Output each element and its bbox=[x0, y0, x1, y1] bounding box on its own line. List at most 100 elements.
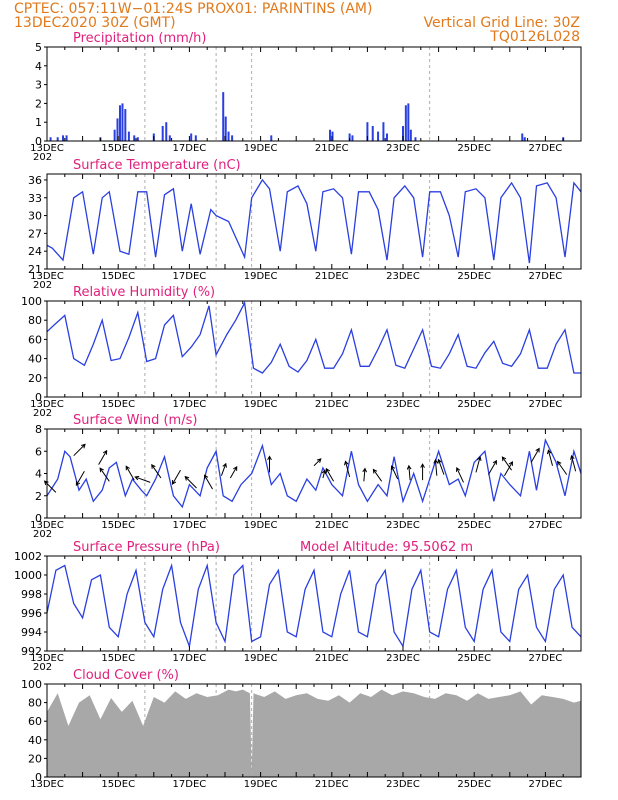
wind-arrow bbox=[125, 465, 135, 481]
x-tick-label: 21DEC bbox=[315, 399, 349, 410]
x-tick-label: 19DEC bbox=[244, 653, 278, 664]
x-tick-label: 15DEC bbox=[101, 271, 135, 282]
precip-bar bbox=[165, 122, 168, 141]
precip-bar bbox=[348, 133, 351, 141]
wind-arrow bbox=[437, 458, 445, 475]
wind-arrow bbox=[344, 460, 351, 477]
series-line bbox=[46, 178, 582, 264]
x-tick-label: 25DEC bbox=[457, 143, 491, 154]
year-label-fragment: 202 bbox=[33, 152, 52, 163]
x-tick-label: 13DEC bbox=[30, 653, 64, 664]
y-tick-label: 0 bbox=[35, 771, 42, 784]
wind-arrow bbox=[390, 465, 399, 480]
y-tick-label: 30 bbox=[28, 210, 42, 223]
cloud-area bbox=[47, 689, 581, 777]
x-tick-label: 15DEC bbox=[101, 399, 135, 410]
precip-bar bbox=[118, 105, 121, 141]
y-tick-label: 24 bbox=[28, 245, 42, 258]
y-tick-label: 2 bbox=[35, 490, 42, 503]
wind-arrow bbox=[73, 443, 86, 457]
year-label-fragment: 202 bbox=[33, 280, 52, 291]
y-tick-label: 60 bbox=[28, 333, 42, 346]
precip-bar bbox=[49, 137, 52, 141]
x-tick-label: 19DEC bbox=[244, 271, 278, 282]
precip-bar bbox=[62, 135, 65, 141]
x-tick-label: 19DEC bbox=[244, 399, 278, 410]
x-tick-label: 17DEC bbox=[173, 143, 207, 154]
panels: Precipitation (mm/h) 0 1 2 3 4 5 13DEC 15DEC 17DE… bbox=[14, 31, 582, 790]
panel-2: Relative Humidity (%) 0 20 40 60 80 100 13DEC 15… bbox=[21, 285, 582, 419]
x-tick-label: 25DEC bbox=[457, 653, 491, 664]
x-tick-label: 13DEC bbox=[30, 399, 64, 410]
x-tick-label: 25DEC bbox=[457, 271, 491, 282]
series-line bbox=[46, 437, 582, 509]
x-tick-label: 17DEC bbox=[173, 520, 207, 531]
x-tick-label: 25DEC bbox=[457, 520, 491, 531]
precip-bar bbox=[161, 125, 164, 141]
x-tick-label: 21DEC bbox=[315, 143, 349, 154]
wind-arrow bbox=[267, 455, 272, 473]
x-tick-label: 13DEC bbox=[30, 143, 64, 154]
precip-bar bbox=[351, 135, 354, 141]
y-tick-label: 0 bbox=[35, 512, 42, 525]
y-tick-label: 1000 bbox=[14, 569, 42, 582]
y-tick-label: 40 bbox=[28, 353, 42, 366]
wind-arrow bbox=[488, 459, 497, 475]
x-tick-label: 13DEC bbox=[30, 779, 64, 790]
wind-arrow bbox=[546, 449, 554, 466]
panel-frame bbox=[46, 46, 582, 142]
panel-1: Surface Temperature (nC) 21 24 27 30 33 36 13DE… bbox=[28, 158, 582, 291]
precip-bar bbox=[521, 133, 524, 141]
x-tick-label: 23DEC bbox=[386, 143, 420, 154]
precip-bar bbox=[377, 131, 380, 141]
x-tick-label: 17DEC bbox=[173, 779, 207, 790]
wind-arrow bbox=[362, 467, 368, 482]
wind-arrow bbox=[313, 458, 322, 467]
wind-arrow bbox=[171, 469, 181, 485]
y-tick-label: 20 bbox=[28, 752, 42, 765]
precip-bar bbox=[168, 135, 171, 141]
precip-bar bbox=[414, 137, 417, 141]
x-tick-label: 15DEC bbox=[101, 143, 135, 154]
x-tick-label: 13DEC bbox=[30, 520, 64, 531]
y-tick-label: 0 bbox=[35, 135, 42, 148]
y-tick-label: 33 bbox=[28, 192, 42, 205]
precip-bar bbox=[409, 129, 412, 141]
wind-arrow bbox=[134, 475, 151, 483]
wind-arrow bbox=[99, 467, 110, 482]
panel-title: Surface Wind (m/s) bbox=[73, 413, 197, 428]
y-tick-label: 996 bbox=[21, 607, 42, 620]
wind-arrow bbox=[220, 462, 227, 476]
x-tick-label: 27DEC bbox=[529, 143, 563, 154]
wind-arrow bbox=[433, 458, 439, 476]
panel-title: Surface Pressure (hPa) bbox=[73, 540, 220, 555]
precip-bar bbox=[224, 116, 227, 141]
precip-bar bbox=[331, 131, 334, 141]
x-tick-label: 27DEC bbox=[529, 653, 563, 664]
panel-4: Surface Pressure (hPa) Model Altitude: 95… bbox=[14, 540, 582, 673]
wind-arrow bbox=[204, 474, 213, 490]
x-tick-label: 25DEC bbox=[457, 779, 491, 790]
x-tick-label: 25DEC bbox=[457, 399, 491, 410]
wind-arrow bbox=[98, 449, 108, 465]
x-tick-label: 15DEC bbox=[101, 653, 135, 664]
x-tick-label: 27DEC bbox=[529, 520, 563, 531]
wind-arrow bbox=[556, 460, 568, 475]
y-tick-label: 2 bbox=[35, 97, 42, 110]
precip-bar bbox=[231, 135, 234, 141]
precip-bar bbox=[190, 133, 193, 141]
panel-title: Precipitation (mm/h) bbox=[73, 31, 206, 46]
y-tick-label: 4 bbox=[35, 60, 42, 73]
precip-bar bbox=[270, 135, 273, 141]
x-tick-label: 23DEC bbox=[386, 653, 420, 664]
y-tick-label: 994 bbox=[21, 626, 42, 639]
series-line bbox=[46, 562, 582, 649]
wind-arrow bbox=[184, 475, 197, 489]
precip-bar bbox=[366, 122, 369, 141]
header-date: 13DEC2020 30Z (GMT) bbox=[14, 15, 176, 31]
y-tick-label: 27 bbox=[28, 227, 42, 240]
x-tick-label: 19DEC bbox=[244, 779, 278, 790]
x-tick-label: 21DEC bbox=[315, 520, 349, 531]
y-tick-label: 6 bbox=[35, 445, 42, 458]
